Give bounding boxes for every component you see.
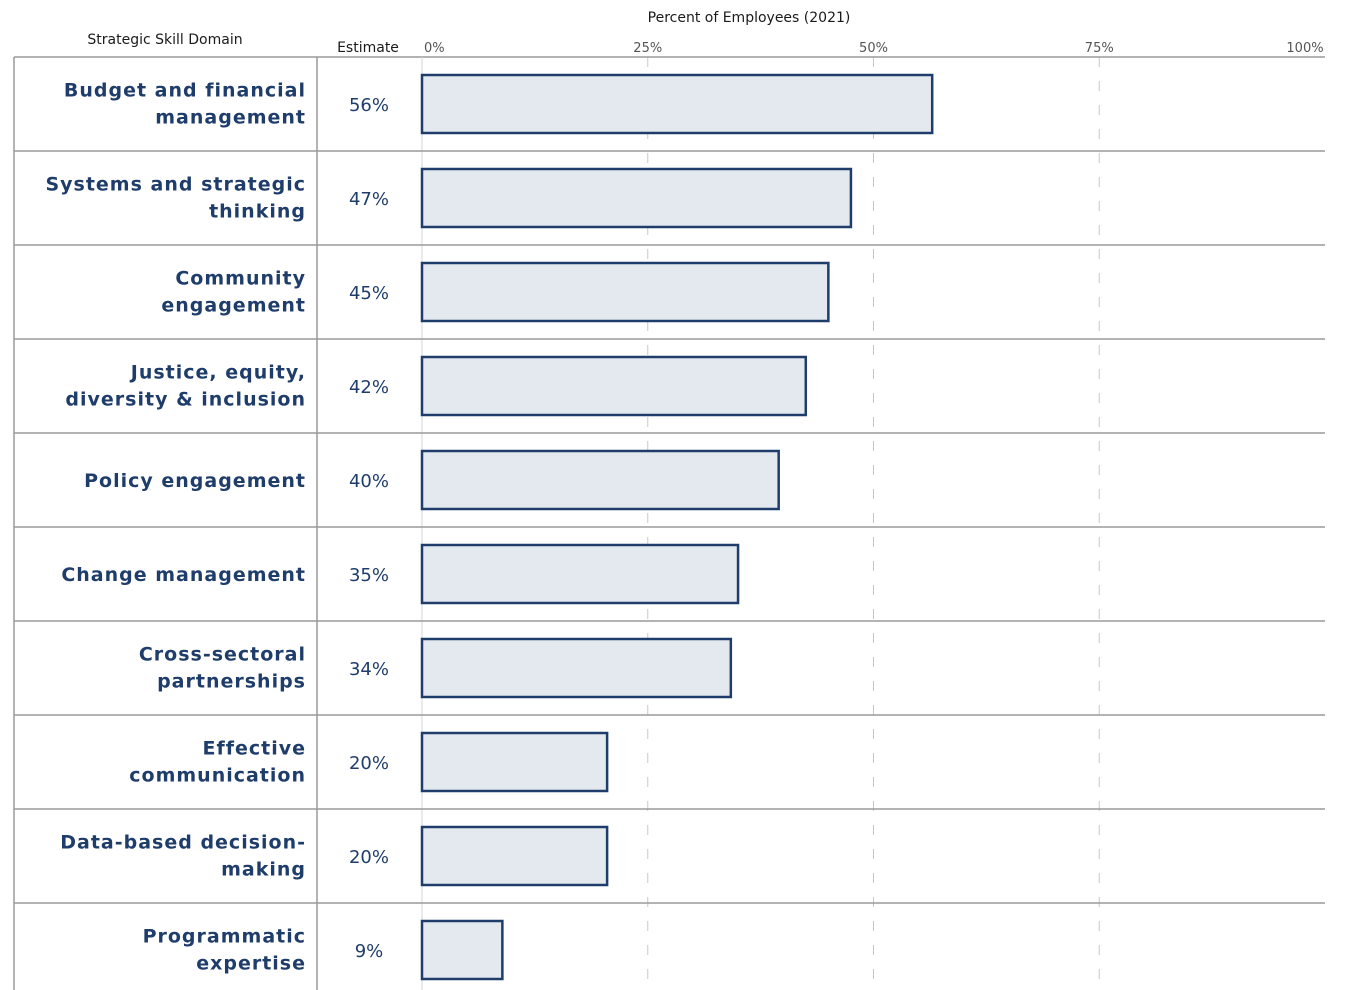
x-tick-label-75: 75% (1085, 41, 1114, 56)
x-tick-label-0: 0% (424, 41, 445, 56)
category-label: communication (129, 765, 306, 787)
category-label: Cross-sectoral (139, 644, 306, 666)
estimate-label: 47% (349, 189, 389, 210)
category-label: engagement (161, 295, 306, 317)
category-label: Community (175, 268, 306, 290)
estimate-column-header: Estimate (337, 40, 399, 56)
category-label: making (221, 859, 306, 881)
category-label: thinking (209, 201, 306, 223)
estimate-label: 34% (349, 659, 389, 680)
bar-5 (420, 543, 740, 605)
estimate-label: 56% (349, 95, 389, 116)
category-label: Systems and strategic (45, 174, 306, 196)
category-column-header: Strategic Skill Domain (87, 32, 242, 48)
bar-0 (420, 73, 934, 135)
row-labels: Budget and financial management 56% Systems… (45, 80, 389, 975)
category-label: Justice, equity, (129, 362, 306, 384)
category-label: Programmatic (143, 926, 306, 948)
category-label: management (155, 107, 306, 129)
x-axis-ticks: 0% 25% 50% 75% 100% (424, 41, 1324, 56)
category-label: Budget and financial (64, 80, 306, 102)
category-label: expertise (196, 953, 306, 975)
bar-7 (420, 731, 609, 793)
estimate-label: 40% (349, 471, 389, 492)
bar-6 (420, 637, 733, 699)
bar-1 (420, 167, 853, 229)
bar-8 (420, 825, 609, 887)
category-label: Change management (61, 564, 306, 586)
bar-3 (420, 355, 808, 417)
category-label: Policy engagement (84, 470, 306, 492)
estimate-label: 20% (349, 753, 389, 774)
x-tick-label-100: 100% (1286, 41, 1323, 56)
chart-title: Percent of Employees (2021) (648, 10, 851, 26)
category-label: partnerships (157, 671, 306, 693)
bar-2 (420, 261, 830, 323)
estimate-label: 20% (349, 847, 389, 868)
grid-lines (647, 57, 1100, 990)
x-tick-label-25: 25% (633, 41, 662, 56)
x-tick-label-50: 50% (859, 41, 888, 56)
category-label: diversity & inclusion (65, 389, 306, 411)
row-dividers (13, 56, 1325, 990)
estimate-label: 42% (349, 377, 389, 398)
bar-9 (420, 919, 504, 981)
category-label: Data-based decision- (60, 832, 306, 854)
bar-4 (420, 449, 780, 511)
estimate-label: 35% (349, 565, 389, 586)
category-label: Effective (202, 738, 306, 760)
bars (420, 73, 934, 981)
estimate-label: 45% (349, 283, 389, 304)
estimate-label: 9% (355, 941, 384, 962)
